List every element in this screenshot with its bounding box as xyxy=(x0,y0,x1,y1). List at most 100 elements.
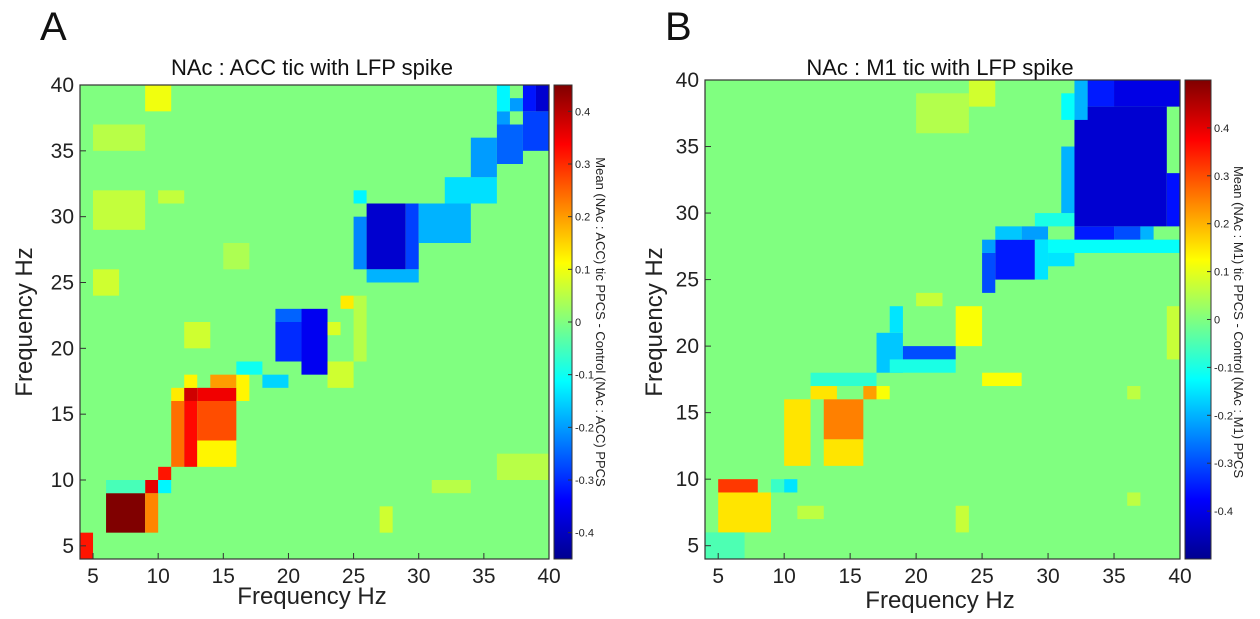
y-tick-label: 30 xyxy=(51,206,74,229)
heatmap-cell xyxy=(509,98,523,112)
heatmap-cell xyxy=(158,466,172,480)
colorbar-tick-label: -0.4 xyxy=(575,528,594,540)
heatmap-cell xyxy=(1114,226,1141,240)
heatmap-cell xyxy=(535,85,549,112)
heatmap-cell xyxy=(184,401,198,467)
heatmap-cell xyxy=(522,111,549,151)
heatmap-cell xyxy=(916,93,969,134)
heatmap-cell xyxy=(431,480,471,494)
x-ticks-b: 5 10 15 20 25 30 35 40 xyxy=(712,553,1192,588)
y-tick-label: 5 xyxy=(62,535,74,558)
heatmap-cell xyxy=(902,346,956,360)
y-tick-label: 25 xyxy=(51,272,74,295)
x-tick-label: 30 xyxy=(1036,565,1059,588)
heatmap-cell xyxy=(184,322,211,349)
x-tick-label: 25 xyxy=(342,565,365,588)
heatmap-cell xyxy=(93,124,146,151)
heatmap-cell xyxy=(1034,213,1075,227)
y-axis-label-b: Frequency Hz xyxy=(641,247,668,396)
chart-title-b: NAc : M1 tic with LFP spike xyxy=(806,55,1073,80)
x-axis-label-a: Frequency Hz xyxy=(237,583,386,610)
heatmap-cell xyxy=(145,493,159,533)
heatmap-cell xyxy=(982,239,996,253)
heatmap-b xyxy=(705,80,1180,559)
x-ticks-a: 5 10 15 20 25 30 35 40 xyxy=(87,553,561,588)
heatmap-cell xyxy=(889,359,956,373)
colorbar-tick-label: 0.3 xyxy=(1214,171,1229,183)
heatmap-cell xyxy=(171,387,185,401)
heatmap-cell xyxy=(353,295,367,362)
colorbar-tick-label: 0.4 xyxy=(1214,123,1229,135)
heatmap-cell xyxy=(797,505,824,520)
heatmap-cell xyxy=(327,322,341,336)
heatmap-cell xyxy=(1114,80,1180,107)
heatmap-cell xyxy=(106,480,146,494)
heatmap-cell xyxy=(366,269,419,283)
heatmap-cell xyxy=(496,124,523,164)
panel-letter-a: A xyxy=(40,5,67,49)
colorbar-tick-label: 0.3 xyxy=(575,159,590,171)
heatmap-cell xyxy=(353,216,367,270)
heatmap-cell xyxy=(705,532,745,559)
y-tick-label: 25 xyxy=(676,269,699,292)
heatmap-cell xyxy=(1021,226,1049,240)
heatmap-cell xyxy=(184,374,198,388)
plot-frame-b xyxy=(704,79,1181,560)
chart-title-a: NAc : ACC tic with LFP spike xyxy=(171,55,453,80)
plot-frame-a xyxy=(79,84,550,560)
heatmap-cell xyxy=(327,361,354,388)
heatmap-cell xyxy=(810,386,837,400)
heatmap-cell xyxy=(1074,226,1115,240)
panel-a: A NAc : ACC tic with LFP spike 5 10 15 20 25… xyxy=(11,5,608,610)
heatmap-cell xyxy=(876,386,890,400)
y-axis-label-a: Frequency Hz xyxy=(11,247,38,396)
heatmap-cell xyxy=(158,190,185,204)
heatmap-cell xyxy=(1127,492,1141,506)
heatmap-cell xyxy=(379,506,393,533)
heatmap-cell xyxy=(916,292,943,307)
panel-b: B NAc : M1 tic with LFP spike 5 10 15 20 25 3… xyxy=(641,5,1246,614)
heatmap-cell xyxy=(418,203,471,243)
x-tick-label: 20 xyxy=(277,565,300,588)
panel-letter-b: B xyxy=(665,5,692,49)
heatmap-cell xyxy=(80,532,94,559)
heatmap-cell xyxy=(93,269,120,296)
x-tick-label: 35 xyxy=(1102,565,1125,588)
x-tick-label: 30 xyxy=(407,565,430,588)
y-tick-label: 5 xyxy=(687,535,699,558)
heatmap-cell xyxy=(1048,239,1180,253)
heatmap-cell xyxy=(1061,146,1075,214)
y-tick-label: 20 xyxy=(51,337,74,360)
x-tick-label: 10 xyxy=(146,565,169,588)
colorbar-tick-label: -0.1 xyxy=(1214,362,1233,374)
heatmap-cell xyxy=(496,111,510,125)
colorbar-label-b: Mean (NAc : M1) tic PPCS - Control (NAc … xyxy=(1231,166,1246,478)
y-ticks-b: 5 10 15 20 25 30 35 40 xyxy=(676,69,711,558)
x-tick-label: 40 xyxy=(1168,565,1191,588)
heatmap-cell xyxy=(982,252,996,293)
heatmap-cell xyxy=(1166,306,1180,360)
x-tick-label: 20 xyxy=(904,565,927,588)
heatmap-cell xyxy=(236,361,263,375)
colorbar-tick-label: -0.3 xyxy=(575,475,594,487)
y-tick-label: 10 xyxy=(676,468,699,491)
heatmap-cell xyxy=(470,137,497,178)
colorbar-label-a: Mean (NAc : ACC) tic PPCS - Control (NAc… xyxy=(593,157,608,487)
colorbar-tick-label: 0.2 xyxy=(575,212,590,224)
colorbar-tick-label: -0.4 xyxy=(1214,506,1233,518)
x-tick-label: 5 xyxy=(87,565,99,588)
colorbar-tick-label: -0.2 xyxy=(575,422,594,434)
heatmap-cell xyxy=(353,190,367,204)
heatmap-cell xyxy=(522,85,536,112)
x-tick-label: 35 xyxy=(472,565,495,588)
heatmap-cell xyxy=(810,372,877,387)
heatmap-cell xyxy=(145,480,159,494)
heatmap-cell xyxy=(145,85,172,112)
y-tick-label: 15 xyxy=(676,402,699,425)
y-tick-label: 10 xyxy=(51,469,74,492)
y-tick-label: 40 xyxy=(676,69,699,92)
heatmap-cell xyxy=(889,306,903,333)
heatmap-cell xyxy=(982,372,1022,387)
heatmap-cell xyxy=(995,239,1035,280)
